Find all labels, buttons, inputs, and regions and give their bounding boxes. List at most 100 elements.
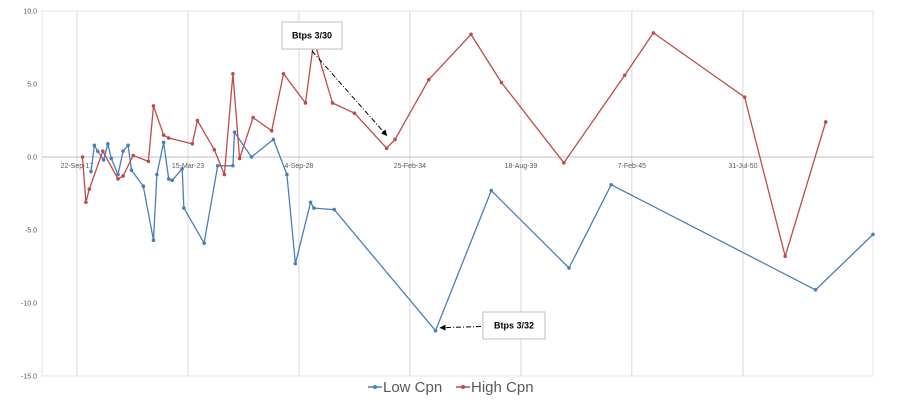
data-point <box>222 172 227 177</box>
axes: 22-Sep-17 15-Mar-23 4-Sep-28 25-Feb-34 18-Au… <box>21 9 873 381</box>
x-tick-label: 18-Aug-39 <box>505 163 538 170</box>
data-point <box>170 178 174 183</box>
callout-arrow <box>311 50 388 136</box>
data-point <box>95 149 100 153</box>
data-point <box>823 120 828 124</box>
data-point <box>469 32 473 37</box>
data-point <box>609 182 614 187</box>
data-point <box>202 241 206 245</box>
x-tick-label: 25-Feb-34 <box>394 163 426 170</box>
data-point <box>180 166 184 171</box>
legend-marker <box>461 385 465 389</box>
annotations: Btps 3/30 Btps 3/32 <box>281 21 546 340</box>
data-point <box>562 161 566 165</box>
data-point <box>121 174 125 178</box>
data-point <box>271 137 276 142</box>
data-point <box>330 101 335 105</box>
data-point <box>146 159 151 164</box>
legend-item-low-cpn: Low Cpn <box>368 379 442 396</box>
data-point <box>871 232 875 237</box>
data-point <box>232 130 237 134</box>
callout-box <box>482 311 546 340</box>
x-tick-label: 7-Feb-45 <box>618 163 647 170</box>
data-point <box>285 172 289 177</box>
data-point <box>109 156 114 161</box>
data-point <box>101 158 106 162</box>
data-point <box>166 177 171 181</box>
data-point <box>622 73 627 78</box>
data-point <box>151 104 156 108</box>
data-point <box>129 168 134 172</box>
callout-label: Btps 3/30 <box>292 31 332 41</box>
series-line <box>81 32 827 257</box>
data-point <box>141 184 146 188</box>
data-point <box>161 140 166 145</box>
data-point <box>190 142 195 146</box>
data-point <box>151 238 156 243</box>
data-point <box>384 146 389 151</box>
data-point <box>89 169 93 174</box>
data-point <box>293 261 298 266</box>
data-point <box>92 143 97 148</box>
data-point <box>215 163 220 168</box>
data-point <box>121 149 125 153</box>
data-point <box>101 149 105 153</box>
legend-item-high-cpn: High Cpn <box>456 379 534 396</box>
data-point <box>742 95 747 99</box>
data-point <box>352 111 357 115</box>
data-point <box>80 155 85 159</box>
legend-label: High Cpn <box>471 379 534 396</box>
data-point <box>126 143 130 148</box>
x-tick-label: 4-Sep-28 <box>284 163 313 170</box>
data-point <box>155 172 159 177</box>
data-point <box>251 115 255 120</box>
data-point <box>231 163 235 168</box>
data-point <box>783 254 787 259</box>
data-point <box>567 266 571 270</box>
data-point <box>281 71 286 76</box>
data-point <box>131 153 136 158</box>
gridlines <box>76 11 744 376</box>
x-tick-label: 22-Sep-17 <box>61 163 94 170</box>
data-point <box>651 31 656 35</box>
data-point <box>312 206 316 210</box>
callout-box <box>281 21 343 50</box>
data-point <box>303 101 308 105</box>
y-tick-label: -10.0 <box>21 301 37 308</box>
series-high-cpn <box>80 31 828 259</box>
data-point <box>426 77 431 82</box>
callout-arrow <box>439 324 482 331</box>
callout-btps-3-32: Btps 3/32 <box>439 311 546 340</box>
data-point <box>489 188 494 193</box>
data-point <box>237 156 242 161</box>
data-point <box>308 200 313 205</box>
data-point <box>231 71 235 76</box>
data-point <box>106 142 110 146</box>
data-point <box>84 200 88 205</box>
callout-btps-3-30: Btps 3/30 <box>281 21 388 136</box>
data-point <box>182 206 186 210</box>
y-tick-label: -5.0 <box>25 228 37 235</box>
plot-border <box>41 10 874 377</box>
data-point <box>249 155 254 159</box>
data-point <box>499 80 504 85</box>
data-point <box>212 147 217 152</box>
y-tick-label: 5.0 <box>27 82 37 89</box>
data-point <box>161 133 166 137</box>
x-tick-label: 31-Jul-50 <box>728 163 757 170</box>
data-point <box>116 172 120 177</box>
y-tick-label: 0.0 <box>27 155 37 162</box>
x-tick-label: 15-Mar-23 <box>172 163 204 170</box>
series-line <box>90 131 874 332</box>
data-point <box>332 207 337 212</box>
series-low-cpn <box>89 130 875 333</box>
data-point <box>87 187 92 191</box>
y-tick-label: -15.0 <box>21 374 37 381</box>
data-point <box>195 118 200 123</box>
series <box>80 31 875 333</box>
data-point <box>393 137 397 142</box>
y-tick-label: 10.0 <box>23 9 37 16</box>
legend-label: Low Cpn <box>383 379 442 396</box>
data-point <box>116 177 120 181</box>
